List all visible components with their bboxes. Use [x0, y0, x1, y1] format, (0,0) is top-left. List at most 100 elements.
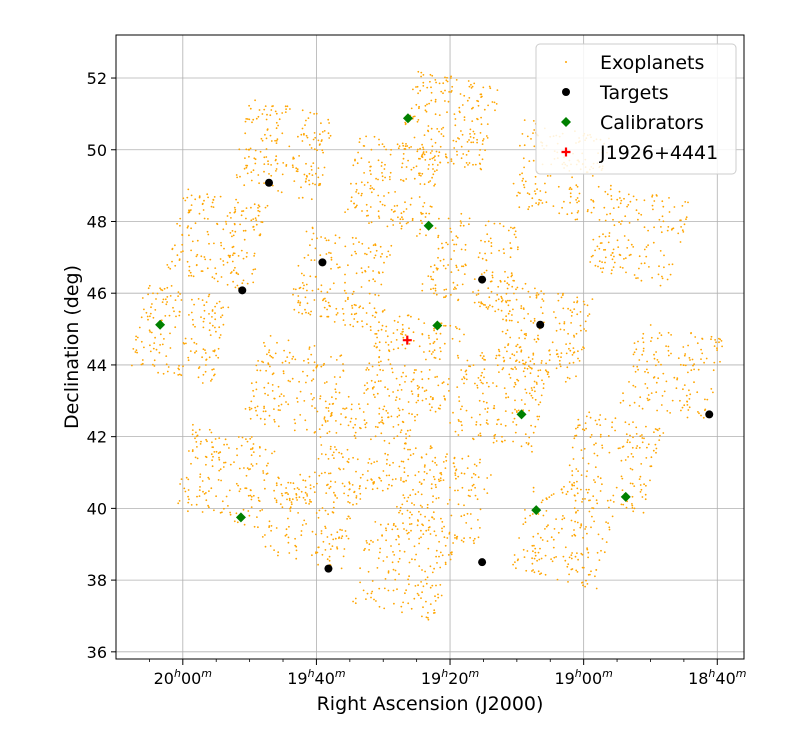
exoplanet-point: [387, 589, 390, 592]
exoplanet-point: [379, 523, 382, 526]
exoplanet-point: [471, 120, 474, 122]
exoplanet-point: [150, 306, 152, 309]
exoplanet-point: [573, 507, 576, 510]
exoplanet-point: [505, 319, 508, 321]
exoplanet-point: [220, 276, 223, 278]
exoplanet-point: [653, 226, 655, 229]
exoplanet-point: [425, 529, 428, 532]
exoplanet-point: [217, 356, 220, 359]
exoplanet-point: [246, 252, 248, 254]
exoplanet-point: [641, 437, 644, 439]
exoplanet-point: [419, 513, 422, 516]
exoplanet-point: [509, 299, 511, 302]
exoplanet-point: [263, 156, 266, 159]
exoplanet-point: [461, 378, 463, 381]
exoplanet-point: [369, 169, 371, 172]
exoplanet-point: [405, 437, 408, 440]
exoplanet-point: [439, 566, 442, 569]
exoplanet-point: [650, 336, 653, 339]
exoplanet-point: [252, 451, 255, 453]
exoplanet-point: [415, 86, 417, 88]
exoplanet-point: [180, 374, 183, 377]
exoplanet-point: [507, 276, 509, 279]
exoplanet-point: [263, 163, 266, 166]
exoplanet-point: [377, 557, 380, 560]
exoplanet-point: [610, 198, 613, 201]
exoplanet-point: [417, 70, 420, 73]
exoplanet-point: [140, 316, 143, 319]
exoplanet-point: [651, 204, 654, 207]
exoplanet-point: [378, 605, 381, 608]
exoplanet-point: [264, 392, 266, 395]
exoplanet-point: [226, 443, 228, 446]
exoplanet-point: [682, 346, 685, 348]
exoplanet-point: [185, 476, 188, 479]
exoplanet-point: [373, 257, 376, 259]
exoplanet-point: [421, 523, 423, 526]
exoplanet-point: [249, 437, 252, 440]
exoplanet-point: [420, 536, 422, 539]
exoplanet-point: [196, 446, 198, 448]
exoplanet-point: [553, 528, 556, 530]
exoplanet-point: [314, 136, 317, 139]
exoplanet-point: [574, 499, 577, 502]
exoplanet-point: [469, 513, 472, 515]
exoplanet-point: [329, 445, 332, 448]
exoplanet-point: [421, 153, 424, 156]
exoplanet-point: [208, 478, 211, 480]
exoplanet-point: [173, 372, 176, 374]
exoplanet-point: [385, 529, 388, 532]
exoplanet-point: [541, 379, 543, 382]
exoplanet-point: [658, 265, 660, 268]
exoplanet-point: [419, 172, 421, 175]
exoplanet-point: [432, 287, 435, 290]
exoplanet-point: [327, 301, 330, 304]
exoplanet-point: [347, 395, 350, 398]
exoplanet-point: [423, 351, 425, 353]
exoplanet-point: [544, 554, 547, 557]
exoplanet-point: [676, 377, 679, 380]
exoplanet-point: [345, 535, 348, 537]
exoplanet-point: [491, 305, 494, 308]
exoplanet-point: [434, 79, 437, 81]
exoplanet-point: [374, 244, 377, 247]
exoplanet-point: [281, 361, 284, 364]
exoplanet-point: [468, 489, 470, 492]
exoplanet-point: [263, 386, 266, 389]
exoplanet-point: [141, 359, 144, 361]
exoplanet-point: [439, 551, 442, 554]
exoplanet-point: [435, 555, 437, 558]
exoplanet-point: [248, 104, 251, 107]
exoplanet-point: [343, 289, 346, 292]
exoplanet-point: [507, 299, 509, 302]
exoplanet-point: [688, 406, 691, 409]
y-axis-title: Declination (deg): [61, 265, 83, 429]
exoplanet-point: [374, 425, 377, 428]
exoplanet-point: [305, 502, 307, 504]
exoplanet-point: [396, 329, 399, 331]
exoplanet-point: [325, 492, 328, 494]
exoplanet-point: [495, 385, 498, 388]
exoplanet-point: [227, 505, 229, 507]
exoplanet-point: [211, 309, 214, 311]
exoplanet-point: [650, 340, 652, 342]
exoplanet-point: [603, 206, 606, 209]
exoplanet-point: [284, 360, 287, 363]
exoplanet-point: [358, 241, 360, 244]
exoplanet-point: [275, 127, 278, 130]
exoplanet-point: [152, 363, 154, 366]
exoplanet-point: [570, 212, 573, 215]
exoplanet-point: [410, 607, 413, 610]
exoplanet-point: [580, 348, 583, 351]
exoplanet-point: [501, 297, 503, 300]
exoplanet-point: [348, 488, 351, 491]
exoplanet-point: [432, 173, 435, 176]
exoplanet-point: [187, 211, 190, 214]
exoplanet-point: [311, 182, 314, 185]
exoplanet-point: [237, 436, 240, 438]
exoplanet-point: [420, 71, 423, 74]
exoplanet-point: [308, 348, 311, 350]
exoplanet-point: [229, 232, 232, 234]
exoplanet-point: [573, 529, 575, 531]
exoplanet-point: [378, 143, 380, 146]
